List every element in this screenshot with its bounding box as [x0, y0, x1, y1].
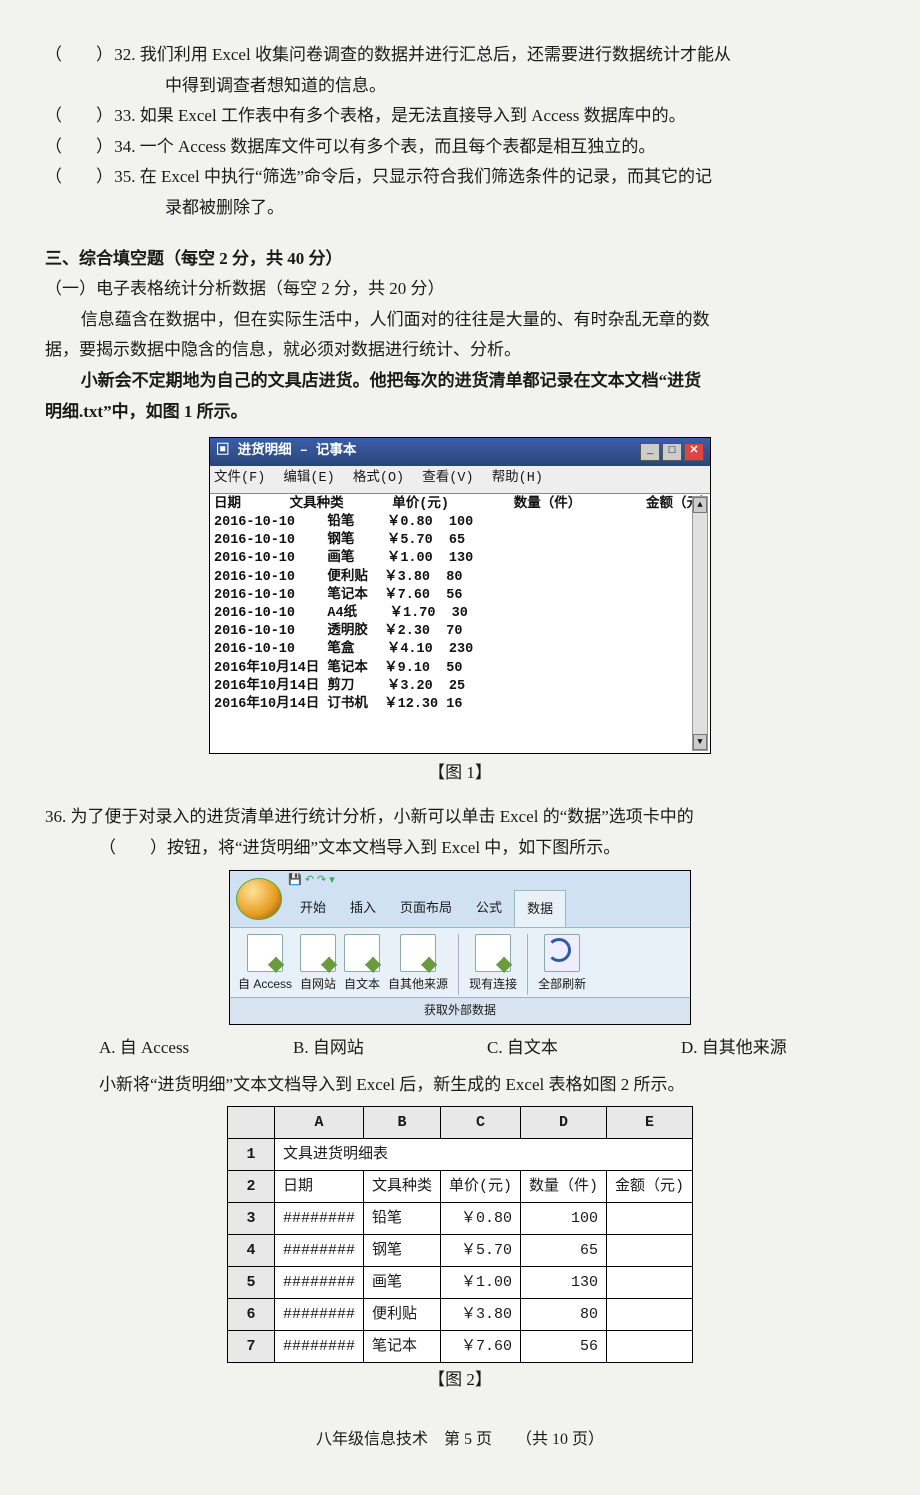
question-text: 34. 一个 Access 数据库文件可以有多个表，而且每个表都是相互独立的。 [114, 137, 655, 156]
existing-conn-icon [475, 934, 511, 972]
from-text-icon [344, 934, 380, 972]
tab-formula[interactable]: 公式 [464, 890, 514, 926]
from-other-icon [400, 934, 436, 972]
menu-file[interactable]: 文件(F) [214, 471, 265, 486]
table-row: 2 日期文具种类 单价(元)数量（件)金额（元) [227, 1171, 692, 1203]
answer-blank: （ ） [45, 132, 110, 163]
table-row: 4 ########钢笔 ￥5.7065 [227, 1235, 692, 1267]
btn-refresh-all[interactable]: 全部刷新 [538, 934, 586, 996]
ribbon-tabs: 💾 ↶ ↷ ▾ 开始 插入 页面布局 公式 数据 [230, 871, 690, 928]
col-c: C [440, 1107, 520, 1139]
question-35-cont: 录都被删除了。 [45, 193, 875, 224]
page-footer: 八年级信息技术 第 5 页 （共 10 页） [45, 1426, 875, 1455]
answer-blank: （ ） [45, 101, 110, 132]
option-a: A. 自 Access [99, 1033, 293, 1064]
table-row: 3 ########铅笔 ￥0.80100 [227, 1203, 692, 1235]
btn-from-access[interactable]: 自 Access [238, 934, 292, 996]
menu-edit[interactable]: 编辑(E) [283, 471, 334, 486]
question-text: 33. 如果 Excel 工作表中有多个表格，是无法直接导入到 Access 数… [114, 106, 685, 125]
question-text: 32. 我们利用 Excel 收集问卷调查的数据并进行汇总后，还需要进行数据统计… [114, 45, 731, 64]
figure-1-label: 【图 1】 [45, 758, 875, 789]
question-35: （ ） 35. 在 Excel 中执行“筛选”命令后，只显示符合我们筛选条件的记… [45, 162, 875, 193]
from-web-icon [300, 934, 336, 972]
scroll-up-icon[interactable]: ▲ [693, 497, 707, 513]
question-36-line2: （ ）按钮，将“进货明细”文本文档导入到 Excel 中，如下图所示。 [45, 833, 875, 864]
separator [458, 934, 459, 996]
tab-insert[interactable]: 插入 [338, 890, 388, 926]
col-e: E [607, 1107, 693, 1139]
table-row: 6 ########便利贴 ￥3.8080 [227, 1299, 692, 1331]
ribbon-group-label: 获取外部数据 [230, 997, 690, 1024]
scroll-down-icon[interactable]: ▼ [693, 734, 707, 750]
answer-blank: （ ） [45, 162, 110, 193]
section-3-sub1: （一）电子表格统计分析数据（每空 2 分，共 20 分） [45, 274, 875, 305]
option-c: C. 自文本 [487, 1033, 681, 1064]
option-b: B. 自网站 [293, 1033, 487, 1064]
quick-access-toolbar[interactable]: 💾 ↶ ↷ ▾ [288, 871, 566, 891]
btn-from-other[interactable]: 自其他来源 [388, 934, 448, 996]
question-34: （ ） 34. 一个 Access 数据库文件可以有多个表，而且每个表都是相互独… [45, 132, 875, 163]
section-3-p2b: 明细.txt”中，如图 1 所示。 [45, 397, 875, 428]
excel-table: A B C D E 1文具进货明细表 2 日期文具种类 单价(元)数量（件)金额… [227, 1106, 693, 1363]
option-d: D. 自其他来源 [681, 1033, 875, 1064]
question-32: （ ） 32. 我们利用 Excel 收集问卷调查的数据并进行汇总后，还需要进行… [45, 40, 875, 71]
notepad-titlebar: ▣ 进货明细 – 记事本 _ □ ✕ [210, 438, 710, 466]
section-3-title: 三、综合填空题（每空 2 分，共 40 分） [45, 244, 875, 275]
after-options-text: 小新将“进货明细”文本文档导入到 Excel 后，新生成的 Excel 表格如图… [45, 1070, 875, 1101]
col-a: A [274, 1107, 363, 1139]
q36-options: A. 自 Access B. 自网站 C. 自文本 D. 自其他来源 [99, 1033, 875, 1064]
maximize-icon[interactable]: □ [662, 443, 682, 461]
tab-data[interactable]: 数据 [514, 890, 566, 926]
notepad-content: 日期 文具种类 单价(元) 数量（件） 金额（元） 2016-10-10 铅笔 … [210, 494, 710, 753]
menu-view[interactable]: 查看(V) [422, 471, 473, 486]
tab-home[interactable]: 开始 [288, 890, 338, 926]
table-row: 5 ########画笔 ￥1.00130 [227, 1267, 692, 1299]
from-access-icon [247, 934, 283, 972]
section-3-p1: 信息蕴含在数据中，但在实际生活中，人们面对的往往是大量的、有时杂乱无章的数 [45, 305, 875, 336]
notepad-title-text: ▣ 进货明细 – 记事本 [216, 440, 356, 464]
col-b: B [363, 1107, 440, 1139]
btn-existing-conn[interactable]: 现有连接 [469, 934, 517, 996]
table-row: 7 ########笔记本 ￥7.6056 [227, 1331, 692, 1363]
excel-ribbon: 💾 ↶ ↷ ▾ 开始 插入 页面布局 公式 数据 自 Access 自网站 [229, 870, 691, 1025]
notepad-window: ▣ 进货明细 – 记事本 _ □ ✕ 文件(F) 编辑(E) 格式(O) 查看(… [209, 437, 711, 754]
office-button-icon[interactable] [236, 878, 282, 920]
btn-from-text[interactable]: 自文本 [344, 934, 380, 996]
close-icon[interactable]: ✕ [684, 443, 704, 461]
tab-layout[interactable]: 页面布局 [388, 890, 464, 926]
question-36-line1: 36. 为了便于对录入的进货清单进行统计分析，小新可以单击 Excel 的“数据… [45, 802, 875, 833]
notepad-menubar[interactable]: 文件(F) 编辑(E) 格式(O) 查看(V) 帮助(H) [210, 466, 710, 493]
question-text: 35. 在 Excel 中执行“筛选”命令后，只显示符合我们筛选条件的记录，而其… [114, 167, 712, 186]
question-33: （ ） 33. 如果 Excel 工作表中有多个表格，是无法直接导入到 Acce… [45, 101, 875, 132]
excel-col-headers: A B C D E [227, 1107, 692, 1139]
refresh-icon [544, 934, 580, 972]
ribbon-group-external: 自 Access 自网站 自文本 自其他来源 现有连接 全部刷 [230, 928, 690, 998]
answer-blank: （ ） [45, 40, 110, 71]
col-d: D [521, 1107, 607, 1139]
btn-from-web[interactable]: 自网站 [300, 934, 336, 996]
menu-format[interactable]: 格式(O) [353, 471, 404, 486]
section-3-p2a: 小新会不定期地为自己的文具店进货。他把每次的进货清单都记录在文本文档“进货 [45, 366, 875, 397]
question-32-cont: 中得到调查者想知道的信息。 [45, 71, 875, 102]
menu-help[interactable]: 帮助(H) [492, 471, 543, 486]
minimize-icon[interactable]: _ [640, 443, 660, 461]
scrollbar[interactable]: ▲ ▼ [692, 496, 708, 751]
separator [527, 934, 528, 996]
table-row: 1文具进货明细表 [227, 1139, 692, 1171]
figure-2-label: 【图 2】 [45, 1365, 875, 1396]
corner-cell [227, 1107, 274, 1139]
section-3-p1b: 据，要揭示数据中隐含的信息，就必须对数据进行统计、分析。 [45, 335, 875, 366]
